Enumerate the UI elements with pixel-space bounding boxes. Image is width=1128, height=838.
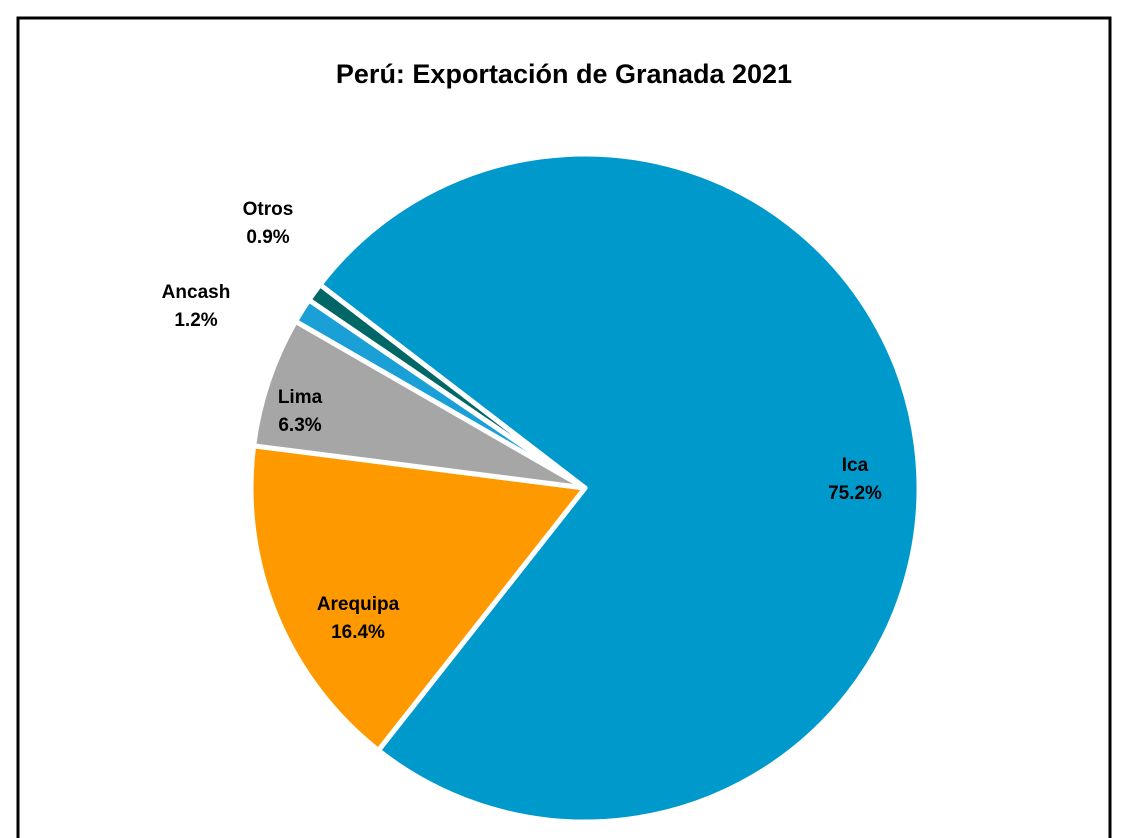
slice-label-value: 1.2% (174, 310, 217, 331)
slice-label-name: Lima (278, 387, 323, 408)
chart-title: Perú: Exportación de Granada 2021 (336, 59, 792, 89)
slice-label-value: 16.4% (331, 622, 385, 643)
pie-slice (248, 443, 588, 753)
pie-slice (251, 318, 588, 491)
pie-slice (306, 282, 588, 491)
slice-label-value: 0.9% (246, 227, 289, 248)
slice-label-value: 75.2% (828, 483, 882, 504)
pie-slice (317, 151, 922, 825)
slice-label-name: Ica (842, 455, 869, 476)
slice-label-name: Arequipa (317, 594, 400, 615)
slice-label-name: Ancash (162, 282, 231, 303)
slice-label-name: Otros (243, 199, 294, 220)
slice-label-value: 6.3% (278, 415, 321, 436)
